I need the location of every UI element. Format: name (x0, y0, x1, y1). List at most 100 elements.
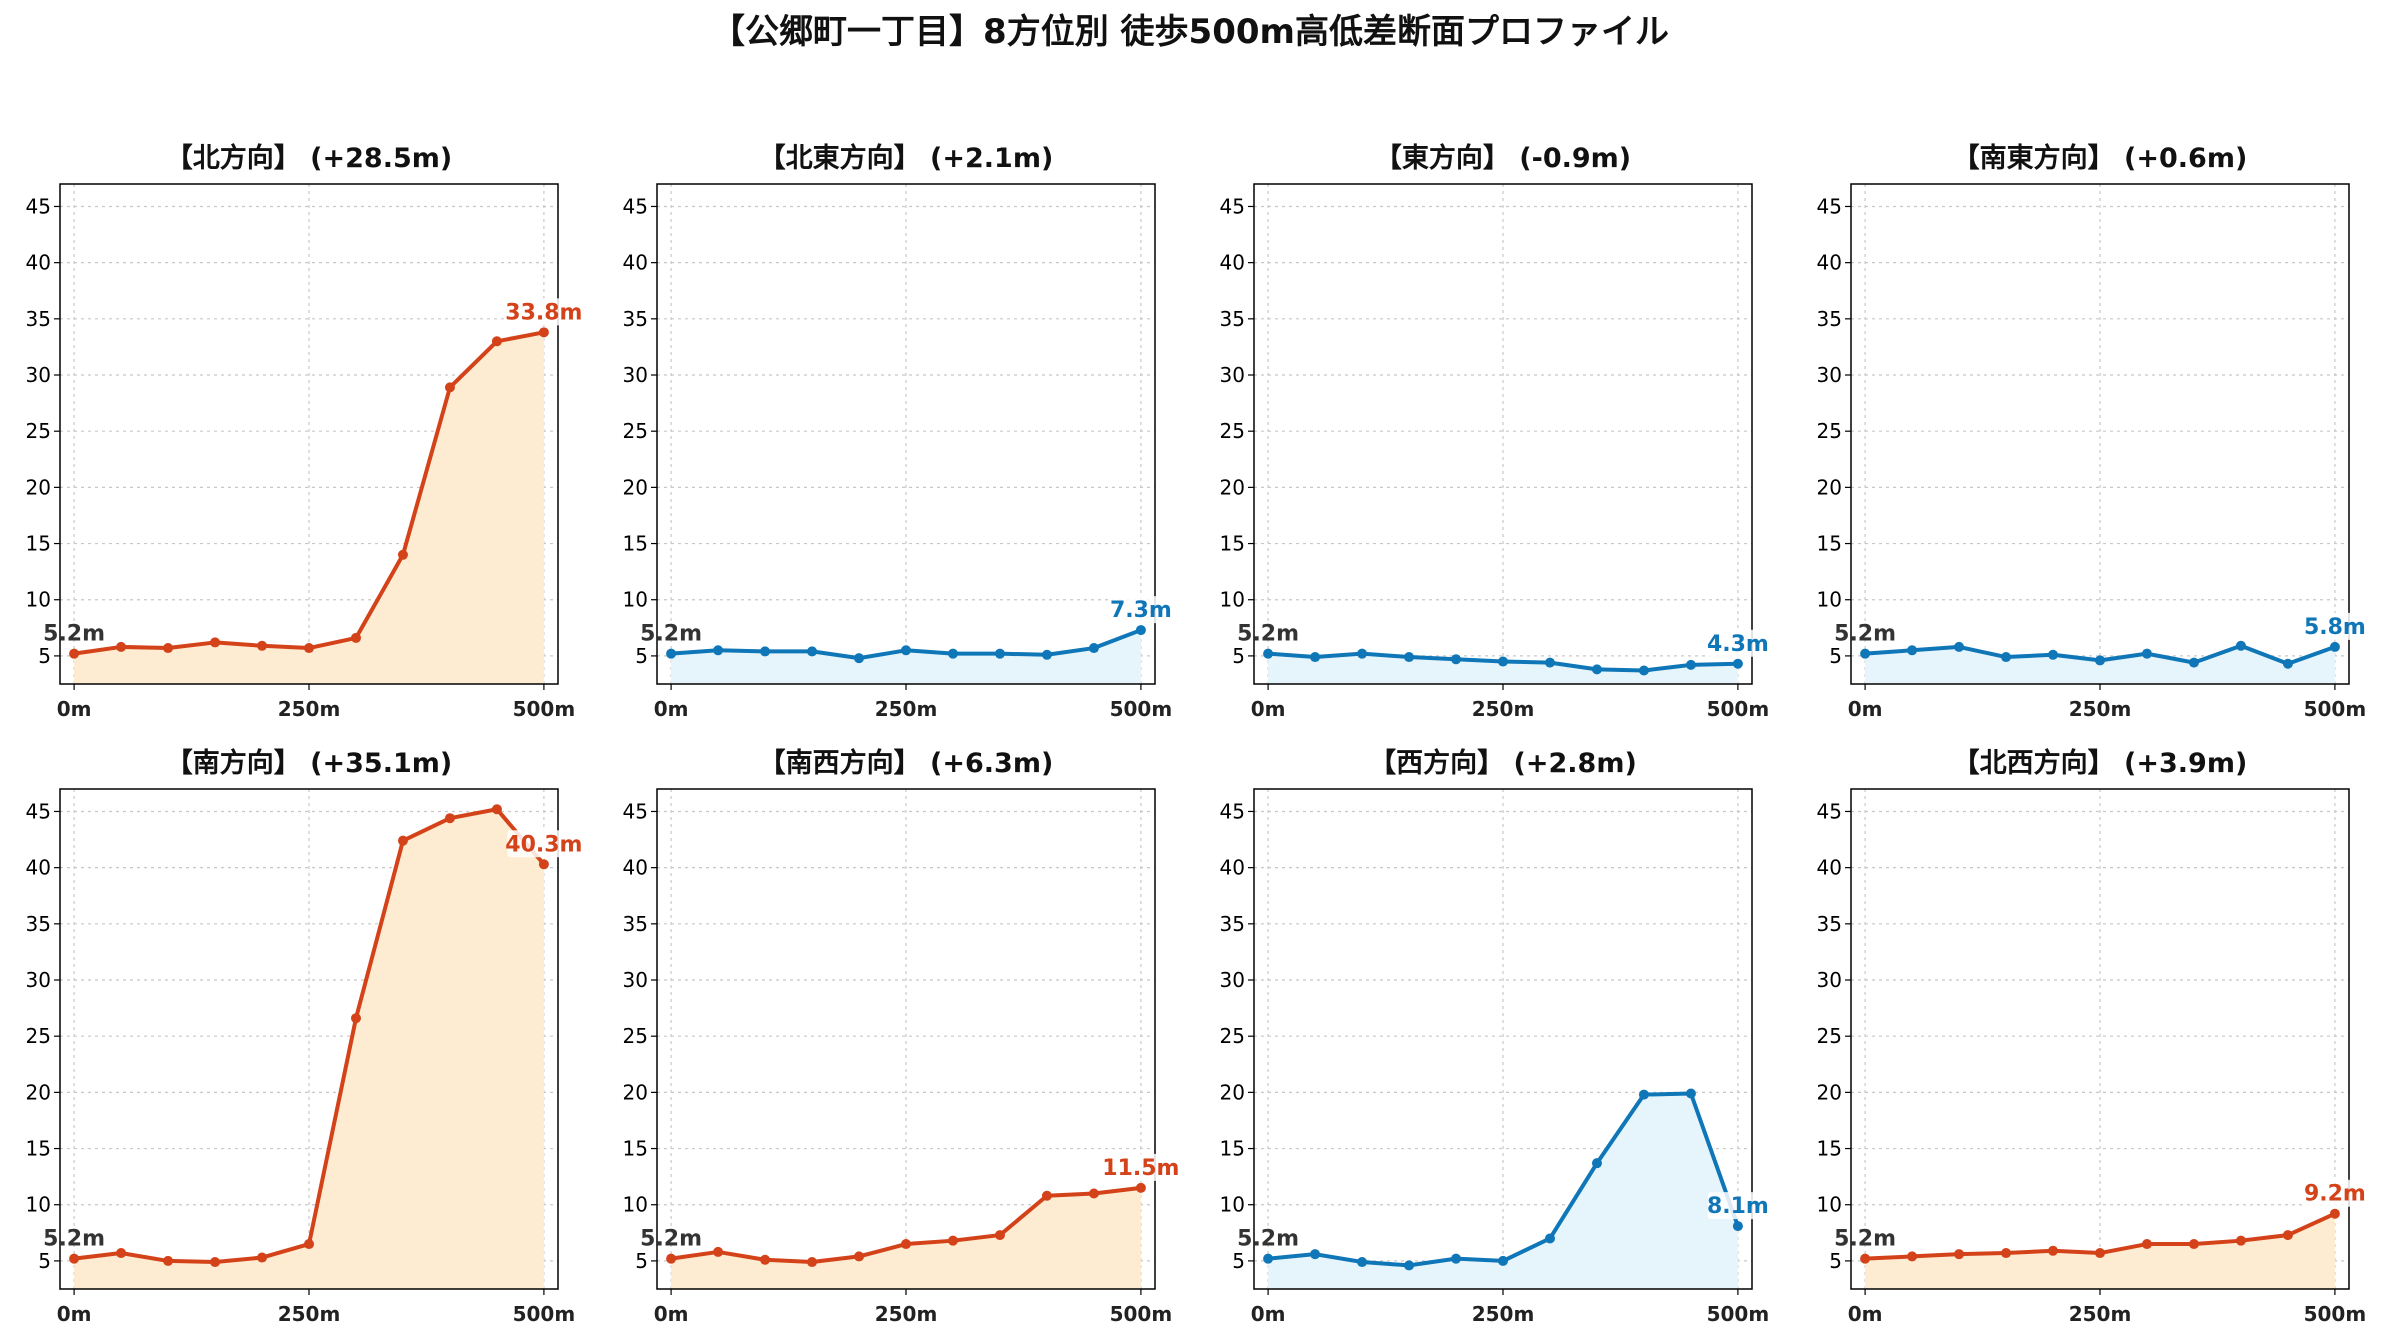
elevation-point (1685, 659, 1696, 670)
x-tick-label: 0m (1848, 697, 1883, 721)
end-elevation-label: 40.3m (505, 832, 582, 857)
elevation-point (2235, 1235, 2246, 1246)
x-tick-label: 250m (1472, 697, 1535, 721)
y-tick-label: 15 (26, 532, 51, 556)
y-tick-label: 30 (1817, 968, 1842, 992)
y-tick-label: 35 (26, 912, 51, 936)
x-tick-label: 0m (654, 1302, 689, 1326)
start-elevation-label: 5.2m (1237, 622, 1299, 647)
elevation-point (1907, 1251, 1918, 1262)
start-elevation-label: 5.2m (640, 1227, 702, 1252)
elevation-point (1357, 1257, 1368, 1268)
elevation-point (163, 1255, 174, 1266)
profile-panel: 5 10 15 20 25 30 35 40 45 0m 250m 500m 【東方向】 (-0.9m)… (1220, 142, 1770, 721)
elevation-point (304, 643, 314, 654)
elevation-point (1907, 645, 1918, 656)
elevation-point (1732, 1221, 1743, 1232)
y-tick-label: 15 (1817, 532, 1842, 556)
elevation-point (2001, 1248, 2012, 1259)
elevation-point (210, 637, 221, 648)
y-tick-label: 20 (1817, 1080, 1842, 1104)
x-tick-label: 500m (2304, 697, 2367, 721)
x-tick-label: 250m (278, 1302, 341, 1326)
end-elevation-label: 33.8m (505, 300, 582, 325)
end-label-background (2304, 612, 2365, 640)
y-tick-label: 5 (1829, 1249, 1842, 1273)
start-elevation-label: 5.2m (1237, 1227, 1299, 1252)
elevation-point (1860, 1253, 1871, 1264)
y-tick-label: 20 (1817, 475, 1842, 499)
y-tick-label: 40 (623, 856, 648, 880)
y-tick-label: 25 (1220, 419, 1245, 443)
end-label-background (2304, 1179, 2365, 1207)
elevation-point (2048, 1245, 2059, 1256)
elevation-point (1954, 1249, 1965, 1260)
end-elevation-label: 11.5m (1102, 1156, 1179, 1181)
elevation-point (994, 1230, 1005, 1241)
y-tick-label: 5 (1232, 1249, 1245, 1273)
end-label-background (1110, 596, 1171, 624)
elevation-point (760, 646, 771, 657)
y-tick-label: 30 (623, 968, 648, 992)
elevation-point (666, 1253, 677, 1264)
end-label-background (507, 830, 581, 858)
elevation-area (1268, 653, 1738, 684)
x-tick-label: 250m (875, 1302, 938, 1326)
y-tick-label: 45 (1817, 194, 1842, 218)
y-tick-label: 30 (1220, 363, 1245, 387)
start-elevation-label: 5.2m (1834, 622, 1896, 647)
y-tick-label: 40 (26, 251, 51, 275)
elevation-point (1263, 1253, 1274, 1264)
x-tick-label: 250m (2069, 697, 2132, 721)
y-tick-label: 40 (1220, 251, 1245, 275)
y-tick-label: 20 (1220, 475, 1245, 499)
x-tick-label: 250m (875, 697, 938, 721)
elevation-point (760, 1254, 771, 1265)
x-tick-label: 500m (2304, 1302, 2367, 1326)
elevation-point (2282, 658, 2293, 669)
elevation-point (1404, 652, 1415, 663)
elevation-point (713, 1246, 724, 1257)
y-tick-label: 25 (26, 1024, 51, 1048)
elevation-point (1638, 1089, 1649, 1100)
elevation-point (1310, 652, 1321, 663)
elevation-point (304, 1239, 314, 1250)
x-tick-label: 500m (513, 1302, 576, 1326)
y-tick-label: 40 (26, 856, 51, 880)
end-elevation-label: 9.2m (2304, 1182, 2366, 1207)
y-tick-label: 45 (26, 799, 51, 823)
x-tick-label: 500m (1707, 1302, 1770, 1326)
y-tick-label: 30 (26, 363, 51, 387)
y-tick-label: 35 (1817, 912, 1842, 936)
y-tick-label: 35 (623, 307, 648, 331)
elevation-point (1088, 1188, 1099, 1199)
elevation-point (1088, 643, 1099, 654)
end-elevation-label: 7.3m (1110, 598, 1172, 623)
elevation-point (947, 648, 958, 659)
x-tick-label: 0m (1251, 1302, 1286, 1326)
elevation-area (1268, 1093, 1738, 1289)
x-tick-label: 250m (2069, 1302, 2132, 1326)
x-tick-label: 0m (1251, 697, 1286, 721)
elevation-point (1544, 1233, 1555, 1244)
panel-title: 【西方向】 (+2.8m) (1369, 747, 1637, 779)
x-tick-label: 500m (1110, 1302, 1173, 1326)
elevation-point (69, 1253, 80, 1264)
start-elevation-label: 5.2m (640, 622, 702, 647)
x-tick-label: 0m (1848, 1302, 1883, 1326)
end-label-background (1104, 1153, 1178, 1181)
y-tick-label: 15 (623, 1137, 648, 1161)
profile-panel: 5 10 15 20 25 30 35 40 45 0m 250m 500m 【西方向】 (+2.8m)… (1220, 747, 1770, 1326)
y-tick-label: 45 (1817, 799, 1842, 823)
y-tick-label: 10 (26, 588, 51, 612)
panel-title: 【北東方向】 (+2.1m) (759, 142, 1054, 174)
panel-title: 【南方向】 (+35.1m) (166, 747, 452, 779)
y-tick-label: 5 (38, 644, 51, 668)
elevation-point (397, 549, 408, 560)
elevation-point (69, 648, 80, 659)
y-tick-label: 10 (26, 1193, 51, 1217)
y-tick-label: 40 (1817, 251, 1842, 275)
elevation-point (2329, 1208, 2340, 1219)
y-tick-label: 15 (26, 1137, 51, 1161)
x-tick-label: 0m (654, 697, 689, 721)
